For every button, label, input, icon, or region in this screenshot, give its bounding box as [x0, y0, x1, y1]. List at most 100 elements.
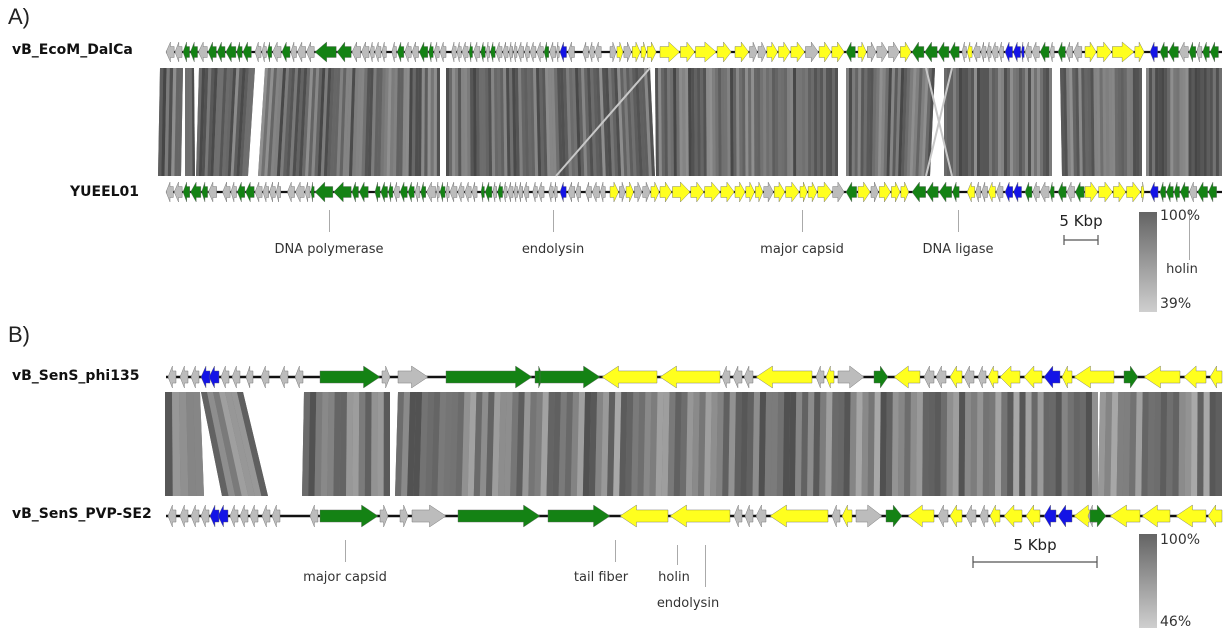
panel-b-synteny-strip-3-106 [1037, 392, 1044, 496]
panel-a-top-gene-green-9 [242, 41, 252, 63]
panel-a-synteny-strip-1-3 [191, 68, 195, 176]
panel-a-synteny-strip-9-23 [1215, 68, 1219, 176]
panel-b-bottom-gene-gray-26 [855, 504, 883, 528]
panel-b-synteny-strip-3-91 [946, 392, 954, 496]
panel-a-synteny-strip-3-30 [352, 68, 359, 176]
panel-a-synteny-strip-4-32 [542, 68, 548, 176]
panel-a-synteny-strip-4-42 [572, 68, 579, 176]
panel-a-bottom-gene-yellow-103 [1098, 181, 1113, 203]
panel-b-bottom-gene-yellow-28 [907, 504, 935, 528]
panel-a-synteny-strip-7-16 [992, 68, 995, 176]
panel-a-synteny-strip-4-26 [524, 68, 529, 176]
panel-a-top-gene-green-83 [924, 41, 938, 63]
panel-a-synteny-strip-7-26 [1022, 68, 1025, 176]
panel-a-top-gene-gray-43 [508, 41, 513, 63]
panel-b-synteny-strip-3-20 [516, 392, 525, 496]
annot-holin-a: holin [1166, 262, 1198, 277]
panel-b-top-gene-gray-19 [721, 365, 731, 389]
panel-a-bottom-gene-yellow-73 [785, 181, 800, 203]
panel-a-synteny-strip-5-21 [718, 68, 722, 176]
panel-a-top-gene-gray-102 [1073, 41, 1083, 63]
panel-b-synteny-strip-4-13 [1178, 392, 1186, 496]
panel-a-top-gene-green-12 [266, 41, 272, 63]
panel-b-synteny-strip-2-1 [308, 392, 317, 496]
panel-a-synteny-strip-7-4 [956, 68, 959, 176]
panel-a-synteny-strip-6-1 [848, 68, 853, 176]
panel-a-bottom-gene-gray-33 [445, 181, 450, 203]
panel-a-synteny-strip-3-24 [333, 68, 341, 176]
panel-a-top-gene-gray-28 [411, 41, 419, 63]
panel-a-synteny-strip-5-1 [658, 68, 662, 176]
panel-a-synteny-strip-4-28 [530, 68, 536, 176]
panel-b-synteny-strip-2-5 [333, 392, 341, 496]
panel-a-bottom-gene-green-22 [374, 181, 381, 203]
panel-a-top-gene-yellow-58 [616, 41, 624, 63]
panel-a-synteny-strip-3-36 [370, 68, 377, 176]
annot-tick-endolysin-b [705, 545, 706, 587]
panel-a-synteny-strip-4-33 [545, 68, 551, 176]
panel-a-synteny-strip-4-59 [623, 68, 631, 176]
panel-a-synteny-strip-3-50 [414, 68, 419, 176]
panel-a-synteny-strip-4-55 [611, 68, 619, 176]
panel-a-synteny-strip-4-9 [473, 68, 477, 176]
panel-a-synteny-strip-8-1 [1063, 68, 1068, 176]
panel-a-top-gene-green-108 [1159, 41, 1168, 63]
panel-b-synteny-strip-3-112 [1073, 392, 1080, 496]
panel-a-synteny-strip-0-3 [167, 68, 174, 176]
panel-b-synteny-strip-3-108 [1049, 392, 1056, 496]
panel-b-synteny-strip-3-78 [867, 392, 875, 496]
panel-a-top-gene-yellow-106 [1134, 41, 1145, 63]
panel-a-top-gene-yellow-75 [831, 41, 845, 63]
panel-a-top-gene-gray-10 [254, 41, 262, 63]
panel-a-bottom-gene-green-99 [1057, 181, 1067, 203]
panel-b-bottom-gene-gray-22 [755, 504, 767, 528]
panel-a-synteny-strip-2-2 [201, 68, 209, 176]
panel-a-synteny-strip-8-24 [1132, 68, 1137, 176]
panel-a-bottom-gene-gray-80 [870, 181, 879, 203]
panel-a-synteny-strip-4-66 [644, 68, 652, 176]
panel-a-synteny-strip-3-4 [270, 68, 281, 176]
panel-a-synteny-strip-0-6 [177, 68, 183, 176]
panel-a-synteny-strip-9-16 [1194, 68, 1198, 176]
panel-b-synteny-strip-4-4 [1122, 392, 1131, 496]
panel-b-synteny-strip-3-57 [740, 392, 748, 496]
panel-b-top-gene-gray-12 [381, 365, 391, 389]
panel-a-bottom-gene-gray-61 [642, 181, 651, 203]
panel-b-top-gene-gray-1 [179, 365, 189, 389]
panel-a-top-gene-gray-86 [961, 41, 967, 63]
panel-a-top-genome-label: vB_EcoM_DalCa [12, 42, 133, 58]
panel-a-synteny-strip-3-12 [295, 68, 305, 176]
panel-a-bottom-gene-gray-36 [464, 181, 472, 203]
panel-a-synteny-strip-5-12 [691, 68, 695, 176]
panel-a-synteny-strip-3-29 [349, 68, 356, 176]
panel-a-bottom-gene-yellow-88 [966, 181, 975, 203]
panel-a-top-gene-yellow-74 [818, 41, 832, 63]
panel-a-synteny-strip-4-46 [584, 68, 591, 176]
panel-a-synteny-strip-3-53 [424, 68, 428, 176]
panel-a-synteny-strip-5-60 [835, 68, 838, 176]
panel-b-identity-legend [1139, 534, 1157, 628]
panel-a-bottom-gene-gray-46 [523, 181, 530, 203]
panel-a-bottom-gene-blue-93 [1004, 181, 1013, 203]
panel-a-synteny-strip-5-5 [670, 68, 674, 176]
panel-a-synteny-strip-3-2 [264, 68, 275, 176]
panel-a-bottom-gene-yellow-104 [1113, 181, 1126, 203]
panel-b-synteny-strip-3-42 [649, 392, 658, 496]
panel-a-synteny-strip-7-10 [974, 68, 977, 176]
panel-a-synteny-strip-5-55 [820, 68, 824, 176]
panel-a-synteny-strip-0-5 [174, 68, 180, 176]
panel-a-synteny-strip-4-22 [512, 68, 517, 176]
panel-a-synteny-strip-5-16 [703, 68, 707, 176]
panel-a-bottom-gene-gray-71 [763, 181, 774, 203]
panel-a-top-gene-gray-55 [589, 41, 595, 63]
panel-b-top-gene-green-26 [873, 365, 889, 389]
panel-b-top-gene-yellow-30 [949, 365, 963, 389]
panel-a-synteny-strip-0-0 [158, 68, 164, 176]
panel-b-synteny-strip-3-73 [837, 392, 845, 496]
panel-b-synteny-strip-3-34 [601, 392, 610, 496]
panel-a-synteny-strip-9-17 [1197, 68, 1201, 176]
panel-a-synteny-strip-6-11 [877, 68, 883, 176]
panel-b-synteny-strip-3-37 [619, 392, 628, 496]
panel-a-synteny-strip-3-7 [279, 68, 290, 176]
panel-a-synteny-strip-4-11 [479, 68, 483, 176]
